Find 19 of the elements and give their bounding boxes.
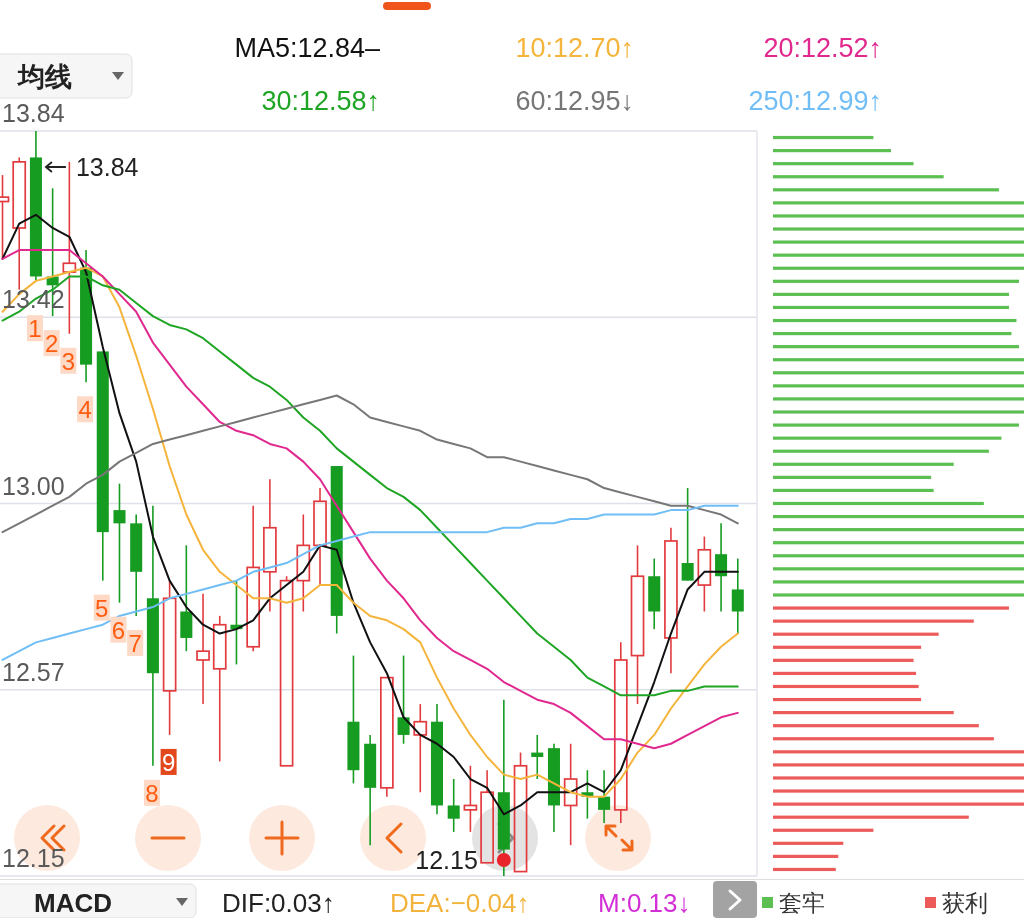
- max-marker: 13.84: [44, 153, 139, 181]
- legend-label: 获利: [942, 890, 988, 916]
- text: DEA:−0.04↑: [390, 888, 530, 918]
- legend: MA5:12.84– 10:12.70↑ 20:12.52↑ 30:12.58↑ 60:12.95↓ 250:12.99↑: [234, 33, 882, 116]
- y-tick-label: 13.84: [2, 99, 65, 127]
- y-tick-label: 12.15: [2, 844, 65, 872]
- data-label: 4: [77, 396, 94, 424]
- control-subchart-menu: MACD: [0, 883, 197, 918]
- annotation: 12.15: [415, 846, 478, 874]
- data-label: 7: [127, 629, 144, 657]
- text: DIF:0.03↑: [222, 888, 335, 918]
- text: M:0.13↓: [598, 888, 691, 918]
- control-indicator-menu: 均线: [0, 53, 133, 99]
- legend-label: 套牢: [779, 890, 825, 916]
- annotation: 13.84: [75, 153, 139, 181]
- y-tick-label: 12.57: [2, 657, 65, 686]
- data-label: 3: [60, 347, 77, 375]
- data-label: 6: [110, 616, 127, 644]
- y-tick-label: 13.00: [2, 471, 65, 500]
